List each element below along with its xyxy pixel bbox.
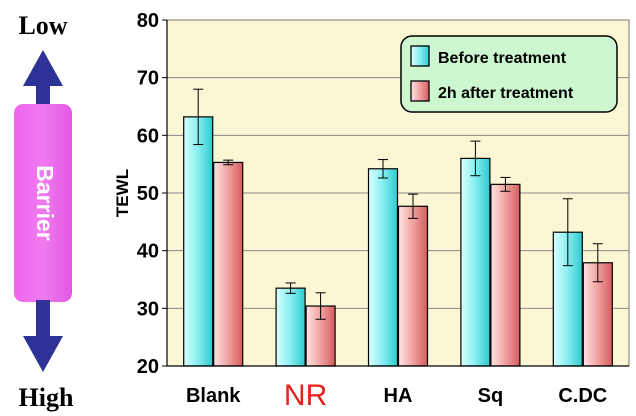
y-tick-label: 60 bbox=[137, 125, 159, 147]
bar-before bbox=[275, 287, 306, 367]
bar-after bbox=[397, 205, 429, 367]
barrier-bar bbox=[14, 104, 72, 302]
x-tick-label: C.DC bbox=[558, 385, 607, 407]
y-tick-label: 70 bbox=[137, 68, 159, 90]
barrier-high-label: High bbox=[19, 383, 74, 412]
x-axis: Blank NR HA Sq C.DC bbox=[167, 365, 629, 412]
y-axis: 20 30 40 50 60 70 80 bbox=[137, 10, 168, 378]
bar-before bbox=[367, 168, 399, 367]
legend-swatch-before bbox=[410, 45, 430, 67]
legend-swatch-after bbox=[410, 80, 430, 102]
barrier-low-label: Low bbox=[18, 11, 67, 40]
bar-group-nr bbox=[275, 282, 336, 367]
barrier-bar-label: Barrier bbox=[32, 165, 58, 240]
y-tick-label: 40 bbox=[137, 241, 159, 263]
legend-label-before: Before treatment bbox=[438, 50, 567, 67]
y-axis-title: TEWL bbox=[113, 169, 132, 217]
x-tick-label: HA bbox=[384, 385, 413, 407]
bar-group-c-dc bbox=[552, 198, 613, 367]
bar-group-sq bbox=[460, 140, 521, 367]
x-tick-label: Blank bbox=[186, 385, 241, 407]
bar-group-ha bbox=[367, 159, 429, 367]
bars bbox=[183, 88, 613, 367]
bar-group-blank bbox=[183, 88, 244, 367]
barrier-arrow-up-icon bbox=[23, 50, 63, 108]
y-tick-label: 80 bbox=[137, 10, 159, 32]
bar-after bbox=[213, 161, 244, 367]
legend-label-after: 2h after treatment bbox=[438, 85, 574, 102]
x-tick-label: Sq bbox=[478, 385, 504, 407]
legend-box bbox=[400, 35, 618, 113]
barrier-arrow-down-icon bbox=[23, 300, 63, 372]
x-tick-label: NR bbox=[284, 379, 327, 412]
barrier-scale: Low Barrier High bbox=[14, 11, 74, 412]
y-tick-label: 20 bbox=[137, 356, 159, 378]
bar-before bbox=[460, 157, 491, 367]
bar-after bbox=[490, 183, 521, 367]
y-tick-label: 50 bbox=[137, 183, 159, 205]
y-tick-label: 30 bbox=[137, 298, 159, 320]
bar-before bbox=[183, 116, 214, 367]
legend: Before treatment 2h after treatment bbox=[400, 35, 618, 113]
